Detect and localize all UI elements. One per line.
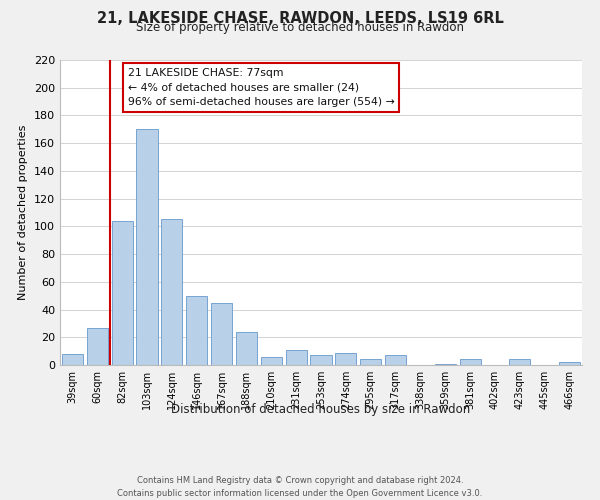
Text: Contains HM Land Registry data © Crown copyright and database right 2024.
Contai: Contains HM Land Registry data © Crown c…: [118, 476, 482, 498]
Bar: [360, 360, 381, 365]
Bar: [385, 356, 406, 365]
Bar: [435, 364, 456, 365]
Text: Distribution of detached houses by size in Rawdon: Distribution of detached houses by size …: [172, 402, 470, 415]
Y-axis label: Number of detached properties: Number of detached properties: [19, 125, 28, 300]
Bar: [112, 221, 133, 365]
Text: 21 LAKESIDE CHASE: 77sqm
← 4% of detached houses are smaller (24)
96% of semi-de: 21 LAKESIDE CHASE: 77sqm ← 4% of detache…: [128, 68, 395, 107]
Bar: [211, 302, 232, 365]
Bar: [310, 356, 332, 365]
Bar: [136, 130, 158, 365]
Bar: [186, 296, 207, 365]
Bar: [261, 356, 282, 365]
Text: Size of property relative to detached houses in Rawdon: Size of property relative to detached ho…: [136, 21, 464, 34]
Bar: [335, 352, 356, 365]
Text: 21, LAKESIDE CHASE, RAWDON, LEEDS, LS19 6RL: 21, LAKESIDE CHASE, RAWDON, LEEDS, LS19 …: [97, 11, 503, 26]
Bar: [286, 350, 307, 365]
Bar: [62, 354, 83, 365]
Bar: [559, 362, 580, 365]
Bar: [87, 328, 108, 365]
Bar: [161, 220, 182, 365]
Bar: [460, 360, 481, 365]
Bar: [509, 360, 530, 365]
Bar: [236, 332, 257, 365]
